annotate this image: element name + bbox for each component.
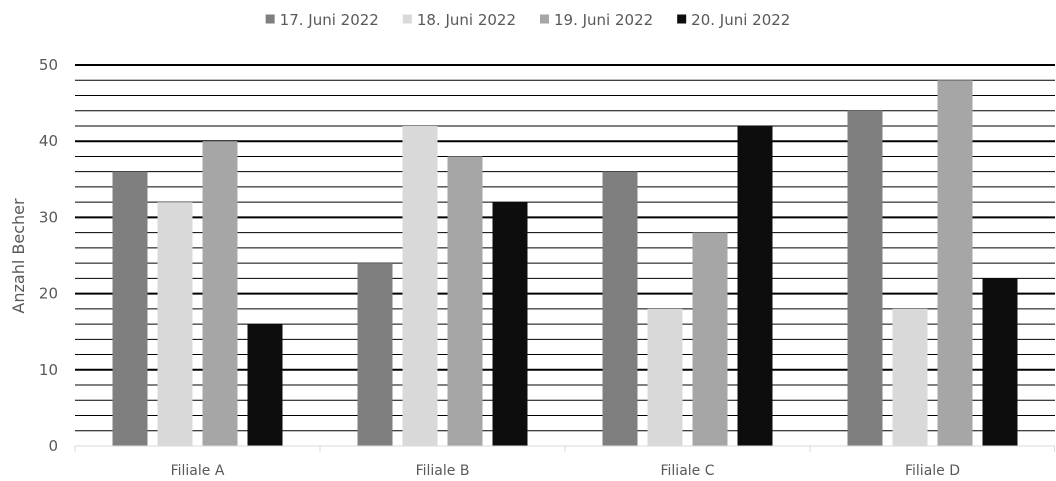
- bar-filiale-c-series-1: [602, 171, 638, 446]
- bar-filiale-c-series-2: [647, 308, 683, 446]
- legend-swatch: [265, 14, 275, 24]
- bar-filiale-d-series-4: [982, 278, 1018, 446]
- legend-swatch: [677, 14, 687, 24]
- bars: [112, 80, 1018, 447]
- legend-label: 19. Juni 2022: [554, 11, 653, 29]
- y-tick-label: 20: [39, 285, 58, 303]
- x-tick-label: Filiale B: [416, 463, 470, 477]
- bar-filiale-a-series-1: [112, 171, 148, 446]
- bar-filiale-c-series-4: [737, 125, 773, 447]
- bar-filiale-d-series-1: [847, 110, 883, 446]
- x-tick-label: Filiale D: [905, 463, 960, 477]
- bar-filiale-b-series-1: [357, 263, 393, 446]
- y-axis-label: Anzahl Becher: [9, 198, 28, 314]
- y-tick-label: 30: [39, 208, 58, 226]
- bar-filiale-d-series-2: [892, 308, 928, 446]
- y-tick-label: 0: [48, 437, 58, 455]
- gridlines: [75, 64, 1055, 432]
- legend-swatch: [402, 14, 412, 24]
- bar-filiale-b-series-3: [447, 156, 483, 446]
- bar-filiale-a-series-4: [247, 324, 283, 446]
- bar-filiale-a-series-3: [202, 141, 238, 446]
- y-tick-label: 50: [39, 56, 58, 74]
- legend-label: 17. Juni 2022: [280, 11, 379, 29]
- x-tick-label: Filiale C: [660, 463, 714, 477]
- bar-filiale-d-series-3: [937, 80, 973, 447]
- legend-label: 20. Juni 2022: [691, 11, 790, 29]
- bar-filiale-b-series-4: [492, 202, 528, 446]
- legend-label: 18. Juni 2022: [417, 11, 516, 29]
- bar-filiale-a-series-2: [157, 202, 193, 446]
- bar-filiale-c-series-3: [692, 232, 728, 446]
- axes: Filiale A Filiale B Filiale C Filiale D 0 10 2…: [39, 56, 1055, 479]
- bar-filiale-b-series-2: [402, 125, 438, 447]
- legend-swatch: [540, 14, 549, 24]
- y-tick-label: 40: [39, 132, 58, 150]
- x-tick-label: Filiale A: [171, 463, 225, 477]
- legend: 17. Juni 2022 18. Juni 2022 19. Juni 2022 2…: [265, 11, 790, 29]
- y-tick-label: 10: [39, 361, 58, 379]
